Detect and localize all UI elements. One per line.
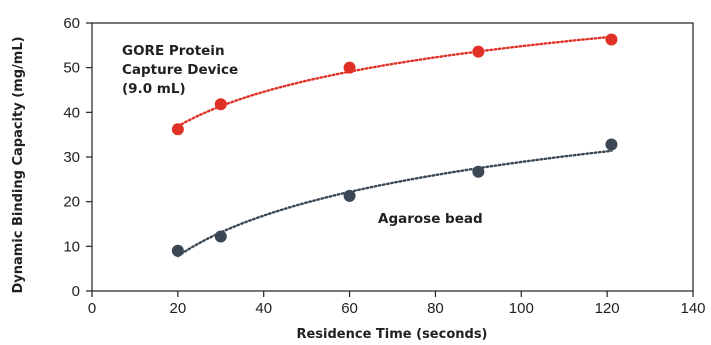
y-tick-label: 10 xyxy=(63,238,80,255)
x-axis-title: Residence Time (seconds) xyxy=(296,327,487,342)
x-tick-label: 80 xyxy=(427,300,444,317)
data-points xyxy=(171,33,618,257)
data-point-series-1 xyxy=(214,98,227,111)
trendline-series-2 xyxy=(176,149,613,258)
x-tick-label: 120 xyxy=(595,300,620,317)
data-point-series-1 xyxy=(171,123,184,136)
y-tick-label: 60 xyxy=(63,15,80,32)
x-tick-label: 40 xyxy=(255,300,272,317)
y-tick-label: 50 xyxy=(63,60,80,77)
agarose-bead-annotation: Agarose bead xyxy=(378,211,483,227)
annotation-line: Capture Device xyxy=(122,62,238,78)
annotation-line: (9.0 mL) xyxy=(122,81,186,97)
data-point-series-2 xyxy=(343,189,356,202)
x-tick-label: 0 xyxy=(88,300,96,317)
data-point-series-1 xyxy=(343,61,356,74)
x-tick-label: 60 xyxy=(341,300,358,317)
data-point-series-2 xyxy=(472,165,485,178)
gore-device-annotation: GORE Protein Capture Device (9.0 mL) xyxy=(122,43,238,97)
x-tick-label: 100 xyxy=(509,300,534,317)
annotation-line: Agarose bead xyxy=(378,211,483,227)
data-point-series-2 xyxy=(171,244,184,257)
data-point-series-1 xyxy=(605,33,618,46)
y-tick-label: 40 xyxy=(63,104,80,121)
data-point-series-1 xyxy=(472,45,485,58)
x-tick-label: 20 xyxy=(170,300,187,317)
y-tick-label: 30 xyxy=(63,149,80,166)
y-axis-title: Dynamic Binding Capacity (mg/mL) xyxy=(11,36,26,293)
y-tick-label: 0 xyxy=(72,283,80,300)
axis-ticks: 0 20 40 60 80 100 120 140 0 10 20 30 40 50 60 xyxy=(63,15,705,317)
trendline-series-1 xyxy=(176,35,613,128)
data-point-series-2 xyxy=(605,138,618,151)
data-point-series-2 xyxy=(214,230,227,243)
x-tick-label: 140 xyxy=(680,300,705,317)
annotation-line: GORE Protein xyxy=(122,43,225,59)
trendlines xyxy=(176,35,613,258)
y-tick-label: 20 xyxy=(63,194,80,211)
